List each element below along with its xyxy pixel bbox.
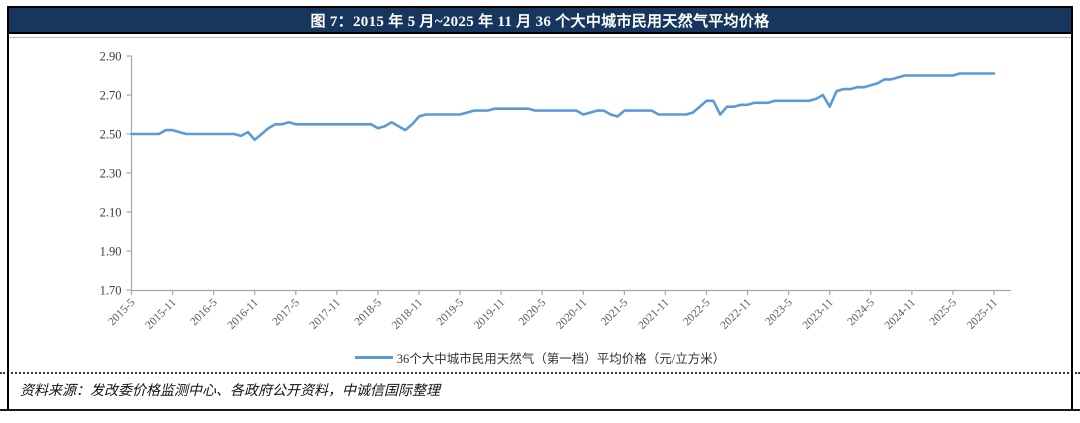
x-tick-label: 2016-11 [226,296,261,331]
y-tick-label: 2.30 [100,167,122,181]
y-tick-label: 2.90 [100,50,122,64]
y-tick-label: 2.50 [100,128,122,142]
x-tick-label: 2015-5 [106,296,138,328]
x-tick-label: 2022-11 [718,296,753,331]
x-tick-label: 2023-11 [801,296,836,331]
footer-divider [0,372,1080,374]
x-tick-label: 2017-5 [270,296,302,328]
x-tick-label: 2015-11 [143,296,178,331]
x-tick-label: 2019-11 [472,296,507,331]
chart-legend: 36个大中城市民用天然气（第一档）平均价格（元/立方米） [9,348,1071,367]
x-tick-label: 2021-5 [599,296,631,328]
price-series-line [130,72,996,142]
x-tick-label: 2021-11 [636,296,671,331]
figure-title: 图 7：2015 年 5 月~2025 年 11 月 36 个大中城市民用天然气… [310,13,770,30]
x-tick-label: 2025-11 [965,296,1000,331]
x-tick-label: 2020-11 [554,296,589,331]
y-tick-label: 1.90 [100,245,122,259]
x-tick-label: 2020-5 [517,296,549,328]
y-tick-label: 2.10 [100,206,122,220]
x-tick-label: 2019-5 [435,296,467,328]
x-tick-label: 2024-5 [845,296,877,328]
x-tick-label: 2018-5 [353,296,385,328]
page-bottom-border [0,409,1080,411]
figure-frame: 图 7：2015 年 5 月~2025 年 11 月 36 个大中城市民用天然气… [7,6,1073,411]
x-tick-label: 2018-11 [390,296,425,331]
x-tick-label: 2016-5 [188,296,220,328]
x-tick-label: 2022-5 [681,296,713,328]
x-tick-label: 2025-5 [928,296,960,328]
x-tick-label: 2023-5 [763,296,795,328]
figure-title-bar: 图 7：2015 年 5 月~2025 年 11 月 36 个大中城市民用天然气… [9,8,1071,34]
y-tick-label: 1.70 [100,284,122,298]
y-tick-label: 2.70 [100,89,122,103]
x-tick-label: 2017-11 [308,296,343,331]
title-underline [9,34,1071,38]
legend-line-swatch [354,356,393,359]
legend-label: 36个大中城市民用天然气（第一档）平均价格（元/立方米） [396,352,726,366]
line-chart: 1.70 1.90 2.10 2.30 2.50 2.70 2.90 2015-5 2015-1… [100,50,1011,332]
source-note: 资料来源：发改委价格监测中心、各政府公开资料，中诚信国际整理 [20,384,440,399]
x-tick-label: 2024-11 [883,296,918,331]
